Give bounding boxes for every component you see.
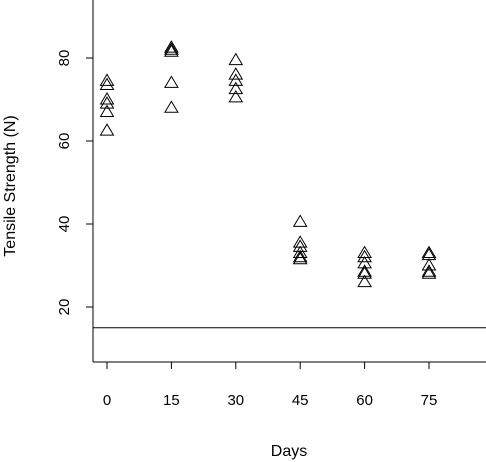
data-point [164,100,179,113]
y-tick-label-60: 60 [56,133,73,150]
data-point [99,96,115,109]
data-point [421,258,437,271]
data-point [292,249,308,263]
data-point [99,104,115,117]
y-axis-ticks: 20 40 60 80 [56,50,93,316]
y-tick-label-40: 40 [56,216,73,233]
data-point [292,235,308,248]
data-points [99,40,437,288]
axes [92,0,486,363]
data-point [228,89,244,103]
data-point [292,251,308,265]
data-point [164,42,179,55]
data-point [228,52,244,66]
data-point [99,92,115,105]
data-point [292,214,308,227]
x-axis-ticks: 0 15 30 45 60 75 [103,362,438,409]
data-point [421,264,437,277]
data-point [357,249,372,263]
data-point [99,73,115,86]
x-tick-label-0: 0 [103,392,111,409]
x-tick-label-45: 45 [292,392,309,409]
x-tick-label-30: 30 [227,392,244,409]
data-point [228,73,244,86]
y-tick-label-80: 80 [56,50,73,67]
data-point [357,245,372,259]
data-point [99,123,115,136]
data-point [164,40,179,53]
x-tick-label-60: 60 [356,392,373,409]
data-point [357,274,372,288]
data-point [228,67,244,80]
x-tick-label-15: 15 [163,392,180,409]
y-tick-label-20: 20 [56,299,73,316]
data-point [99,77,115,90]
data-point [421,245,437,259]
x-tick-label-75: 75 [421,392,438,409]
data-point [357,266,372,279]
data-point [164,75,179,88]
data-point [292,245,308,259]
y-axis-title: Tensile Strength (N) [2,115,19,256]
data-point [164,44,179,57]
data-point [421,266,437,279]
x-axis-title: Days [271,443,307,460]
data-point [228,81,244,95]
